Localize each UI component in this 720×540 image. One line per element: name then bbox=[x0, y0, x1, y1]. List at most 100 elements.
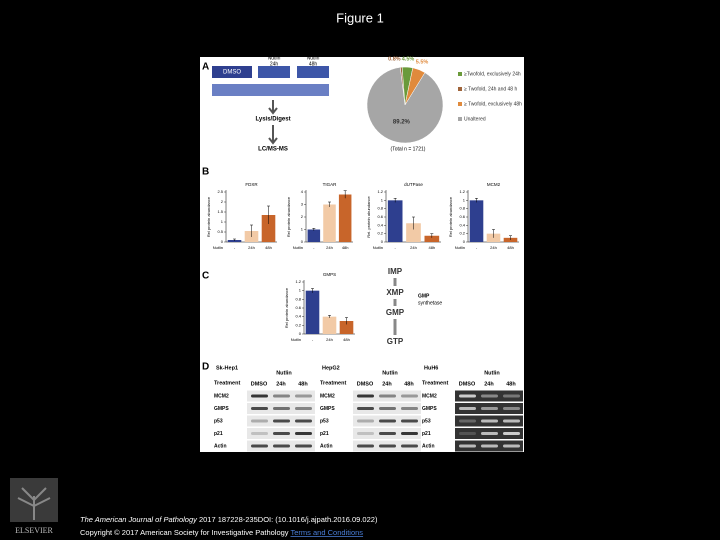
treatment-label: Nutlin bbox=[382, 370, 398, 376]
pie-label: 4.5% bbox=[402, 57, 415, 63]
citation-detail: 2017 187228-235DOI: (10.1016/j.ajpath.20… bbox=[199, 515, 378, 524]
lane-label: DMSO bbox=[459, 381, 476, 387]
bar bbox=[322, 316, 337, 334]
protein-label: GMPS bbox=[320, 406, 335, 412]
blot-band bbox=[295, 394, 312, 398]
error-bar bbox=[393, 198, 397, 203]
bar bbox=[469, 200, 484, 242]
x-tick-label: 48h bbox=[428, 245, 435, 250]
pie-slice bbox=[366, 67, 444, 144]
y-axis-label: Rel. protein abundance bbox=[366, 196, 371, 238]
logo-text: ELSEVIER bbox=[15, 526, 53, 535]
blot-band bbox=[251, 419, 268, 423]
cell-line: HuH6 bbox=[424, 365, 438, 371]
panel-letter: A bbox=[202, 62, 209, 73]
y-tick-label: 3 bbox=[301, 202, 304, 207]
y-tick-label: 2.5 bbox=[217, 189, 223, 194]
blot-band bbox=[379, 432, 396, 435]
x-tick-label: - bbox=[312, 337, 314, 342]
blot-band bbox=[357, 419, 374, 423]
pie-label: 89.2% bbox=[393, 119, 411, 125]
blot-band bbox=[503, 419, 520, 423]
blot-band bbox=[503, 394, 520, 398]
enzyme: synthetase bbox=[418, 300, 442, 306]
error-bar bbox=[412, 216, 415, 230]
lane-label: DMSO bbox=[251, 381, 268, 387]
error-bar bbox=[311, 288, 314, 293]
blot-band bbox=[273, 407, 290, 410]
sample-box bbox=[212, 66, 252, 78]
legend-swatch bbox=[458, 87, 462, 91]
error-bar bbox=[345, 317, 348, 325]
citation: The American Journal of Pathology 2017 1… bbox=[80, 515, 378, 524]
copyright: Copyright © 2017 American Society for In… bbox=[80, 528, 289, 537]
x-tick-label: - bbox=[394, 245, 396, 250]
blot-band bbox=[401, 407, 418, 410]
y-axis-label: Rel protein abundance bbox=[286, 196, 291, 237]
blot-band bbox=[401, 394, 418, 398]
protein-label: MCM2 bbox=[320, 393, 335, 399]
blot-band bbox=[401, 444, 418, 448]
error-bar bbox=[328, 315, 331, 318]
copyright-line: Copyright © 2017 American Society for In… bbox=[80, 528, 363, 537]
error-bar bbox=[312, 228, 316, 231]
error-bar bbox=[250, 224, 253, 237]
chart-title: MCM2 bbox=[487, 182, 501, 187]
blot-band bbox=[481, 419, 498, 423]
y-tick-label: 1 bbox=[381, 197, 384, 202]
step-label: Lysis/Digest bbox=[255, 117, 290, 123]
pie-label: 0.8% bbox=[388, 57, 401, 63]
x-tick-label: 24h bbox=[410, 245, 417, 250]
blot-band bbox=[459, 432, 476, 435]
y-tick-label: 1 bbox=[299, 288, 302, 293]
protein-label: p21 bbox=[422, 431, 431, 437]
x-tick-label: 24h bbox=[326, 337, 333, 342]
y-tick-label: 0.8 bbox=[295, 296, 301, 301]
blot-band bbox=[273, 444, 290, 448]
blot-band bbox=[459, 394, 476, 398]
treatment-label: Treatment bbox=[422, 380, 448, 386]
error-bar bbox=[343, 190, 347, 199]
lane-label: 48h bbox=[506, 381, 516, 387]
metabolite: GMP bbox=[386, 308, 405, 317]
protein-label: Actin bbox=[214, 443, 227, 449]
metabolite: GTP bbox=[387, 337, 404, 346]
legend-swatch bbox=[458, 72, 462, 76]
blot-band bbox=[459, 444, 476, 448]
sample-box bbox=[258, 66, 290, 78]
row-label: Nutlin bbox=[293, 245, 303, 250]
error-bar bbox=[492, 229, 495, 238]
y-tick-label: 0.5 bbox=[217, 229, 223, 234]
blot-band bbox=[379, 444, 396, 448]
treatment-label: Nutlin bbox=[484, 370, 500, 376]
cell-line: Sk-Hep1 bbox=[216, 365, 238, 371]
legend-label: Unaltered bbox=[464, 116, 486, 122]
treatment-label: Nutlin bbox=[276, 370, 292, 376]
x-tick-label: - bbox=[234, 245, 236, 250]
y-axis-label: Rel protein abundance bbox=[206, 196, 211, 237]
journal: The American Journal of Pathology bbox=[80, 515, 198, 524]
chart-title: dUTPase bbox=[404, 182, 423, 187]
y-tick-label: 0 bbox=[299, 331, 302, 336]
blot-band bbox=[251, 444, 268, 448]
protein-label: p53 bbox=[214, 418, 223, 424]
sample-box bbox=[297, 66, 329, 78]
bar bbox=[387, 200, 403, 242]
lane-label: DMSO bbox=[357, 381, 374, 387]
blot-band bbox=[481, 394, 498, 398]
y-tick-label: 0.8 bbox=[459, 206, 465, 211]
y-tick-label: 0.4 bbox=[295, 314, 301, 319]
blot-band bbox=[295, 432, 312, 435]
y-tick-label: 0 bbox=[221, 239, 224, 244]
x-tick-label: 24h bbox=[326, 245, 333, 250]
y-axis-label: Rel protein abundance bbox=[284, 287, 289, 328]
blot-band bbox=[379, 419, 396, 423]
terms-link[interactable]: Terms and Conditions bbox=[291, 528, 364, 537]
enzyme: GMP bbox=[418, 293, 430, 299]
step-label: LC/MS-MS bbox=[258, 147, 288, 153]
blot-band bbox=[251, 432, 268, 435]
error-bar bbox=[475, 198, 478, 203]
sample-label: 48h bbox=[309, 61, 318, 67]
bar bbox=[261, 215, 276, 242]
